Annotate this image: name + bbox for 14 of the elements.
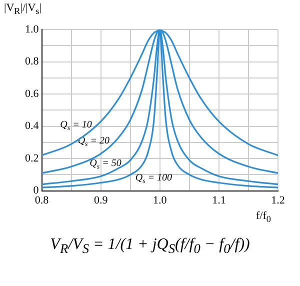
y-tick-label: 0.2	[25, 152, 39, 164]
x-tick-label: 0.8	[34, 194, 50, 206]
y-tick-label: 0.8	[25, 56, 40, 68]
text: V$_{R}$/V$_{S}$ = 1/(1 + jQ$_{S}$(f/f$_{0}$ − f$_{0}$/f))	[50, 236, 250, 256]
x-tick-label: 1.2	[271, 194, 285, 206]
x-tick-label: 0.9	[94, 194, 108, 206]
y-tick-label: 0.6	[25, 88, 40, 100]
y-axis-title: |V$_{R}$|/|V$_{s}$|	[4, 2, 42, 16]
x-tick-label: 1.0	[153, 194, 168, 206]
y-tick-label: 0	[33, 184, 40, 197]
y-tick-label: 1.0	[25, 23, 40, 36]
x-tick-label: 1.1	[212, 194, 226, 206]
y-tick-label: 0.4	[25, 120, 40, 132]
x-axis-title: f/f$_{0}$	[256, 210, 271, 224]
